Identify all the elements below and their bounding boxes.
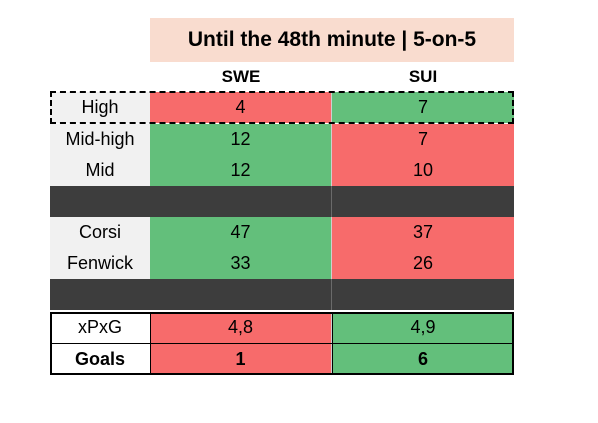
row-label: Fenwick <box>50 248 150 279</box>
swe-value: 1 <box>150 344 332 375</box>
column-header-sui: SUI <box>408 67 438 86</box>
table-row-corsi: Corsi 47 37 <box>50 217 514 248</box>
row-label: High <box>50 92 150 123</box>
separator-cell <box>50 186 150 217</box>
separator-row <box>50 279 514 310</box>
summary-col-divider <box>332 312 333 375</box>
swe-value: 4,8 <box>150 312 332 343</box>
sui-value: 6 <box>332 344 514 375</box>
column-header-swe: SWE <box>221 67 261 86</box>
table-row-fenwick: Fenwick 33 26 <box>50 248 514 279</box>
separator-cell <box>332 279 514 310</box>
sui-value: 7 <box>332 92 514 123</box>
row-label: xPxG <box>50 312 150 343</box>
row-label: Mid-high <box>50 124 150 155</box>
table-row-mid-high: Mid-high 12 7 <box>50 124 514 155</box>
sui-value: 10 <box>332 155 514 186</box>
sui-value: 4,9 <box>332 312 514 343</box>
swe-value: 12 <box>150 124 332 155</box>
row-label: Goals <box>50 344 150 375</box>
separator-cell <box>332 186 514 217</box>
table-row-high: High 4 7 <box>50 92 514 123</box>
swe-value: 47 <box>150 217 332 248</box>
separator-cell <box>150 186 332 217</box>
table-row-xpxg: xPxG 4,8 4,9 <box>50 312 514 343</box>
sui-value: 7 <box>332 124 514 155</box>
table-row-goals: Goals 1 6 <box>50 344 514 375</box>
swe-value: 33 <box>150 248 332 279</box>
summary-col-divider <box>150 312 151 375</box>
sui-value: 37 <box>332 217 514 248</box>
separator-row <box>50 186 514 217</box>
separator-cell <box>150 279 332 310</box>
swe-value: 4 <box>150 92 332 123</box>
row-label: Mid <box>50 155 150 186</box>
swe-value: 12 <box>150 155 332 186</box>
table-row-mid: Mid 12 10 <box>50 155 514 186</box>
summary-divider <box>50 343 514 344</box>
row-label: Corsi <box>50 217 150 248</box>
sui-value: 26 <box>332 248 514 279</box>
table-title: Until the 48th minute | 5-on-5 <box>150 18 514 62</box>
separator-cell <box>50 279 150 310</box>
